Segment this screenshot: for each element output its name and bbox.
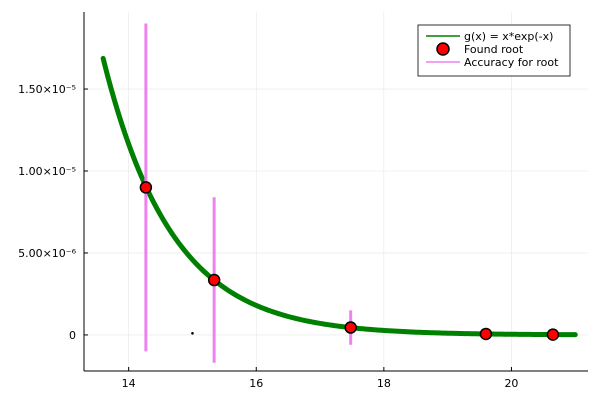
root-point bbox=[139, 181, 153, 194]
legend-label-accuracy: Accuracy for root bbox=[464, 56, 559, 69]
y-ticks: 0 5.00×10⁻⁶ 1.00×10⁻⁵ 1.50×10⁻⁵ bbox=[18, 83, 88, 342]
y-tick-label: 1.00×10⁻⁵ bbox=[18, 165, 76, 178]
root-point bbox=[207, 273, 221, 287]
legend: g(x) = x*exp(-x) Found root Accuracy for… bbox=[417, 24, 571, 77]
x-tick-label: 20 bbox=[504, 377, 518, 390]
y-tick-label: 5.00×10⁻⁶ bbox=[18, 247, 77, 260]
y-tick-label: 1.50×10⁻⁵ bbox=[18, 83, 76, 96]
x-tick-label: 16 bbox=[249, 377, 263, 390]
legend-marker-swatch bbox=[436, 42, 450, 56]
annotation-dot bbox=[191, 331, 194, 335]
series-line-g bbox=[100, 55, 578, 338]
legend-label-g: g(x) = x*exp(-x) bbox=[464, 30, 553, 43]
x-ticks: 14 16 18 20 bbox=[122, 367, 518, 390]
y-tick-label: 0 bbox=[69, 329, 76, 342]
legend-label-root: Found root bbox=[464, 43, 524, 56]
x-tick-label: 14 bbox=[122, 377, 136, 390]
root-point bbox=[546, 328, 560, 341]
axes bbox=[83, 12, 588, 372]
root-point bbox=[344, 321, 357, 334]
x-tick-label: 18 bbox=[377, 377, 391, 390]
plot-area bbox=[100, 23, 578, 363]
root-point bbox=[479, 327, 493, 341]
